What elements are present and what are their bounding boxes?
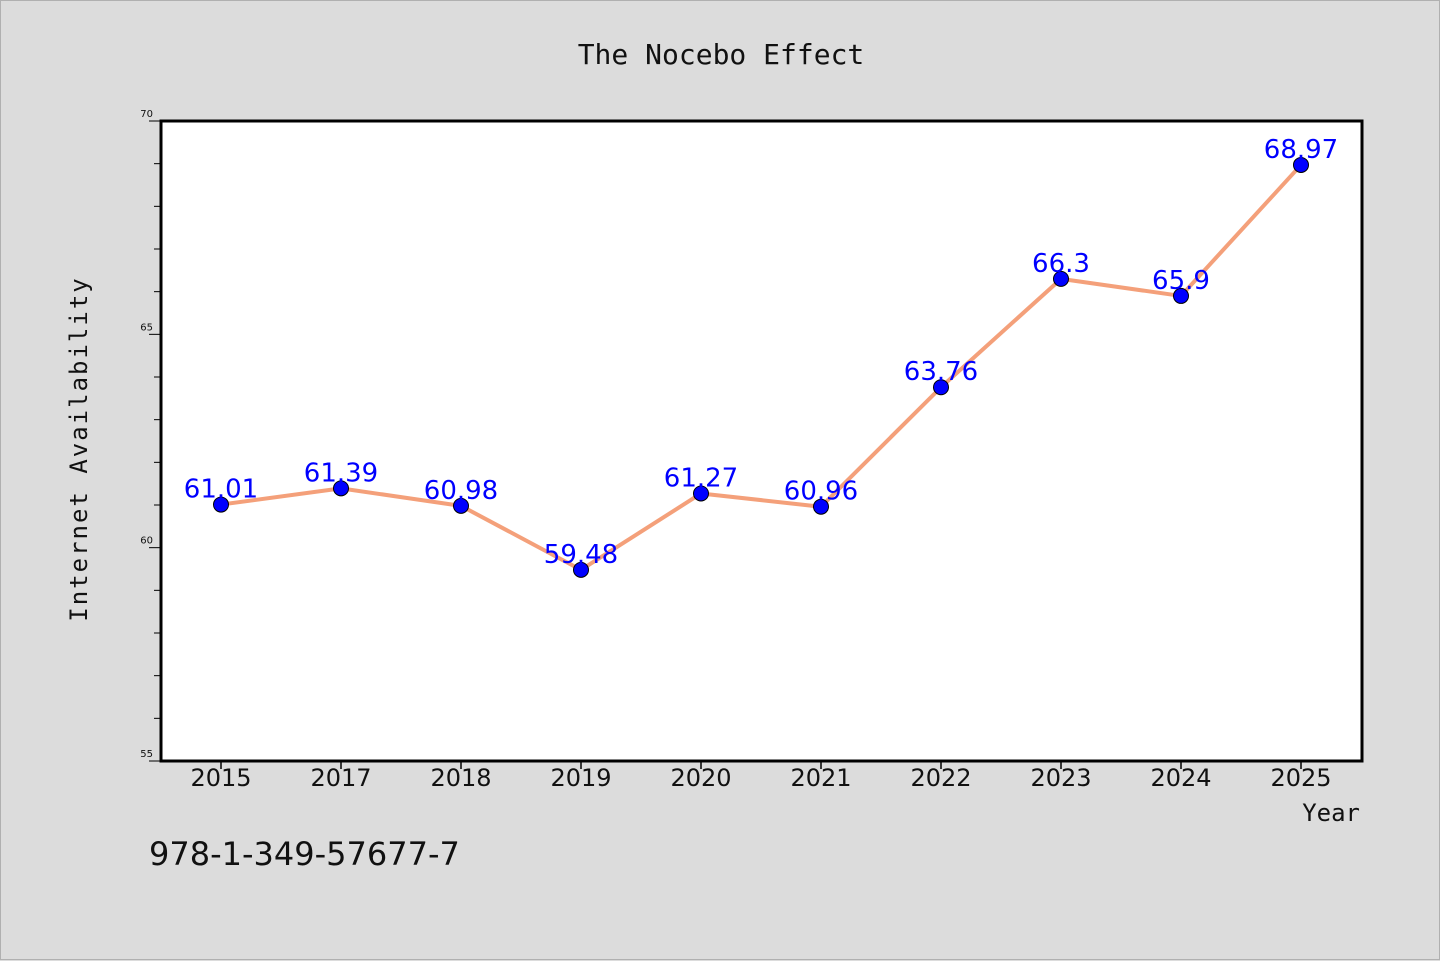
data-label: 66.3: [1032, 249, 1090, 279]
data-point: [1293, 156, 1309, 173]
x-tick-label: 2022: [910, 764, 971, 792]
data-label: 61.39: [304, 458, 378, 488]
data-label: 65.9: [1152, 266, 1210, 296]
x-tick-label: 2021: [790, 764, 851, 792]
data-point: [213, 496, 229, 513]
data-point: [933, 379, 949, 396]
data-point: [693, 485, 709, 502]
data-point: [573, 561, 589, 578]
isbn-annotation: 978-1-349-57677-7: [149, 835, 460, 873]
y-tick-label: 60: [140, 536, 153, 547]
data-point: [1053, 270, 1069, 287]
x-tick-label: 2020: [670, 764, 731, 792]
y-axis-ticks: 55 60 65 70: [140, 109, 161, 762]
data-point: [333, 480, 349, 497]
data-label: 60.98: [424, 476, 498, 506]
data-label: 63.76: [904, 357, 978, 387]
x-tick-label: 2024: [1150, 764, 1211, 792]
y-tick-label: 55: [140, 749, 153, 760]
data-point: [1173, 287, 1189, 304]
y-tick-label: 70: [140, 109, 153, 120]
x-tick-label: 2019: [550, 764, 611, 792]
data-point: [453, 497, 469, 514]
y-axis-label: Internet Availability: [65, 276, 93, 621]
x-tick-label: 2018: [430, 764, 491, 792]
x-axis-label: Year: [1302, 799, 1360, 827]
series-line: [219, 162, 1303, 572]
data-label: 68.97: [1264, 135, 1338, 165]
y-axis-minor-ticks: [154, 163, 161, 719]
data-labels-group: 61.01 61.39 60.98 59.48 61.27 60.96 63.76 66.3 6…: [184, 135, 1338, 570]
x-tick-label: 2017: [310, 764, 371, 792]
data-label: 60.96: [784, 477, 858, 507]
data-label: 59.48: [544, 540, 618, 570]
x-tick-label: 2015: [190, 764, 251, 792]
data-label: 61.27: [664, 463, 738, 493]
x-axis-ticks: 2015 2017 2018 2019 2020 2021 2022 2023 2024 2025: [190, 761, 1332, 792]
x-tick-label: 2023: [1030, 764, 1091, 792]
data-point: [813, 498, 829, 515]
y-tick-label: 65: [140, 322, 153, 333]
plot-area: [159, 119, 1364, 763]
x-tick-label: 2025: [1270, 764, 1331, 792]
series-line-group: [213, 156, 1309, 578]
chart-title: The Nocebo Effect: [578, 38, 865, 71]
data-label: 61.01: [184, 475, 258, 505]
